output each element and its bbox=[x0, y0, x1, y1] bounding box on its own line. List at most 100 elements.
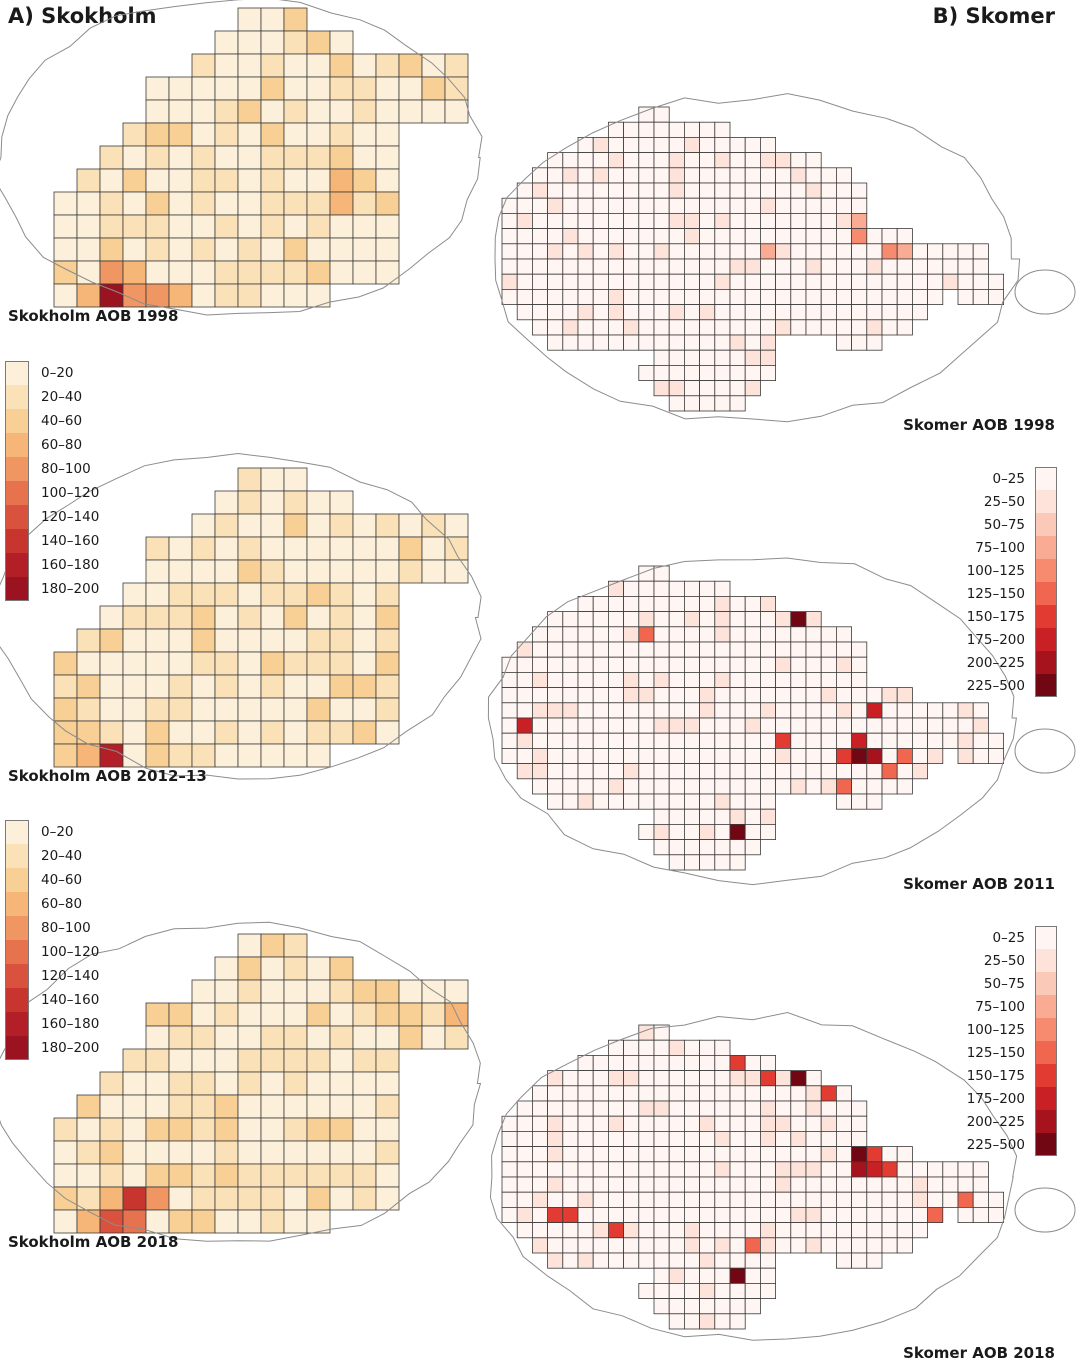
grid-cell bbox=[421, 99, 446, 124]
map-caption-skokholm-1998: Skokholm AOB 1998 bbox=[8, 307, 179, 325]
grid-cell bbox=[744, 136, 761, 153]
map-caption-skomer-1998: Skomer AOB 1998 bbox=[903, 416, 1055, 434]
grid-cell bbox=[577, 702, 594, 719]
grid-cell bbox=[851, 273, 868, 290]
legend-swatch bbox=[5, 385, 29, 409]
grid-cell bbox=[191, 1163, 216, 1188]
grid-cell bbox=[729, 672, 746, 689]
grid-cell bbox=[532, 1207, 549, 1224]
grid-cell bbox=[532, 687, 549, 704]
legend-label: 0–25 bbox=[992, 930, 1025, 946]
grid-cell bbox=[775, 1100, 792, 1117]
grid-cell bbox=[214, 214, 239, 239]
grid-cell bbox=[638, 793, 655, 810]
grid-cell bbox=[912, 288, 929, 305]
grid-cell bbox=[881, 1176, 898, 1193]
grid-cell bbox=[547, 1191, 564, 1208]
grid-cell bbox=[592, 304, 609, 321]
grid-cell bbox=[653, 334, 670, 351]
grid-cell bbox=[760, 228, 777, 245]
grid-cell bbox=[237, 536, 262, 561]
grid-cell bbox=[562, 717, 579, 734]
grid-cell bbox=[329, 1163, 354, 1188]
grid-cell bbox=[714, 1070, 731, 1087]
grid-cell bbox=[790, 748, 807, 765]
grid-cell bbox=[375, 1071, 400, 1096]
grid-cell bbox=[398, 1002, 423, 1027]
grid-cell bbox=[547, 182, 564, 199]
grid-cell bbox=[375, 697, 400, 722]
grid-cell bbox=[608, 243, 625, 260]
grid-cell bbox=[592, 1176, 609, 1193]
grid-cell bbox=[714, 1131, 731, 1148]
grid-cell bbox=[562, 1222, 579, 1239]
grid-cell bbox=[352, 191, 377, 216]
grid-cell bbox=[122, 720, 147, 745]
grid-cell bbox=[805, 732, 822, 749]
grid-cell bbox=[638, 273, 655, 290]
grid-cell bbox=[729, 1313, 746, 1330]
grid-cell bbox=[775, 1222, 792, 1239]
grid-cell bbox=[501, 212, 518, 229]
grid-cell bbox=[684, 1313, 701, 1330]
grid-cell bbox=[53, 283, 78, 308]
grid-cell bbox=[532, 1191, 549, 1208]
grid-cell bbox=[592, 641, 609, 658]
grid-cell bbox=[260, 1117, 285, 1142]
grid-cell bbox=[592, 319, 609, 336]
grid-cell bbox=[805, 197, 822, 214]
grid-cell bbox=[820, 319, 837, 336]
grid-cell bbox=[608, 288, 625, 305]
grid-cell bbox=[668, 748, 685, 765]
grid-cell bbox=[562, 611, 579, 628]
grid-cell bbox=[988, 732, 1005, 749]
grid-cell bbox=[760, 197, 777, 214]
grid-cell bbox=[988, 1207, 1005, 1224]
grid-cell bbox=[684, 1267, 701, 1284]
grid-cell bbox=[562, 182, 579, 199]
grid-cell bbox=[592, 793, 609, 810]
grid-cell bbox=[942, 243, 959, 260]
grid-cell bbox=[684, 364, 701, 381]
grid-cell bbox=[896, 288, 913, 305]
grid-cell bbox=[638, 319, 655, 336]
grid-cell bbox=[638, 1085, 655, 1102]
grid-cell bbox=[714, 364, 731, 381]
grid-cell bbox=[744, 380, 761, 397]
grid-cell bbox=[122, 1140, 147, 1165]
grid-cell bbox=[896, 1146, 913, 1163]
legend-label: 25–50 bbox=[983, 494, 1025, 510]
grid-cell bbox=[592, 702, 609, 719]
grid-cell bbox=[988, 288, 1005, 305]
grid-cell bbox=[352, 536, 377, 561]
grid-cell bbox=[99, 145, 124, 170]
grid-cell bbox=[699, 136, 716, 153]
grid-cell bbox=[653, 611, 670, 628]
coastline bbox=[487, 557, 1017, 886]
skokholm-heading: A) Skokholm bbox=[8, 4, 157, 28]
grid-cell bbox=[562, 702, 579, 719]
grid-cell bbox=[638, 641, 655, 658]
grid-cell bbox=[592, 1055, 609, 1072]
grid-cell bbox=[744, 288, 761, 305]
grid-cell bbox=[684, 1222, 701, 1239]
grid-cell bbox=[775, 167, 792, 184]
grid-cell bbox=[283, 1163, 308, 1188]
grid-cell bbox=[972, 732, 989, 749]
grid-cell bbox=[608, 793, 625, 810]
grid-cell bbox=[744, 1267, 761, 1284]
grid-cell bbox=[547, 1161, 564, 1178]
grid-cell bbox=[653, 1039, 670, 1056]
grid-cell bbox=[699, 228, 716, 245]
grid-cell bbox=[329, 1094, 354, 1119]
grid-cell bbox=[760, 1085, 777, 1102]
grid-cell bbox=[729, 1115, 746, 1132]
grid-cell bbox=[957, 702, 974, 719]
grid-cell bbox=[352, 559, 377, 584]
grid-cell bbox=[237, 674, 262, 699]
grid-cell bbox=[191, 743, 216, 768]
grid-cell bbox=[501, 687, 518, 704]
grid-cell bbox=[547, 1146, 564, 1163]
grid-cell bbox=[306, 743, 331, 768]
grid-cell bbox=[760, 182, 777, 199]
